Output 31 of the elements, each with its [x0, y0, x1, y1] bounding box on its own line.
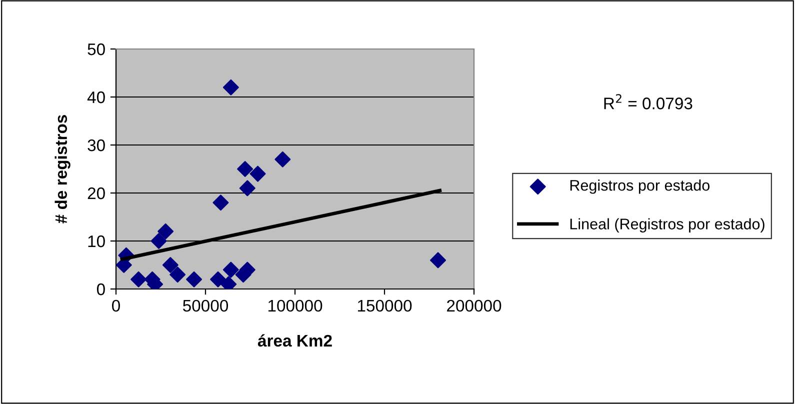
point	[430, 252, 446, 268]
y-tick-label: 40	[87, 91, 105, 104]
x-tick-label: 0	[112, 300, 120, 312]
y-axis-title: # de registros	[54, 115, 70, 224]
point	[210, 271, 226, 288]
y-tick-label: 30	[88, 139, 105, 152]
point	[212, 194, 229, 211]
x-tick-label: 50000	[182, 300, 228, 312]
point	[158, 223, 174, 240]
point	[150, 233, 167, 249]
point	[239, 180, 256, 196]
x-tick-label: 100000	[268, 300, 322, 312]
text: R$^{2}$ = 0.0793	[604, 94, 692, 110]
point	[130, 271, 147, 288]
y-tick-label: 50	[88, 43, 105, 56]
point	[222, 79, 239, 96]
y-tick-label: 10	[88, 235, 105, 248]
point	[186, 271, 202, 288]
point	[162, 257, 178, 273]
y-tick-label: 20	[88, 187, 105, 200]
x-axis-title: área Km2	[258, 334, 332, 347]
y-tick-label: 0	[96, 283, 105, 296]
point	[274, 151, 291, 168]
x-tick-label: 150000	[358, 300, 412, 312]
point	[170, 266, 186, 283]
point	[237, 161, 254, 177]
legend-label: Registros por estado	[570, 180, 710, 194]
point	[222, 262, 239, 278]
x-tick-label: 200000	[447, 300, 502, 312]
legend-label: Lineal (Registros por estado)	[570, 218, 764, 232]
point	[250, 166, 266, 182]
